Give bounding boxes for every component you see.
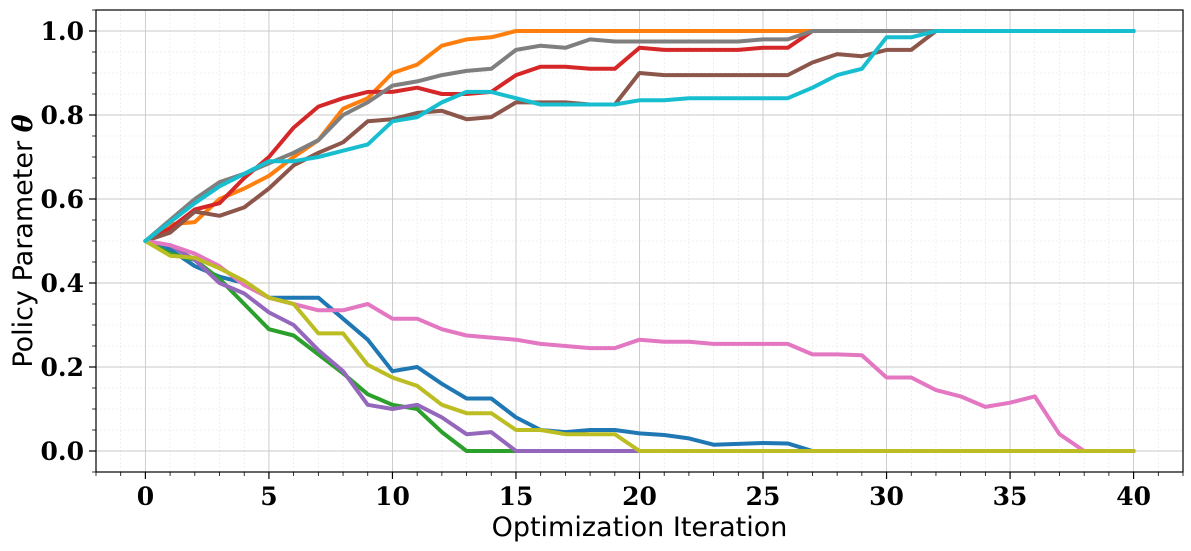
series-line-7: [143, 239, 1136, 453]
axis-ticks: 0 5 10 15 20 25 30 35 40 0.0 0.2 0.4 0.6 0.8 1.0: [41, 9, 1184, 511]
y-tick-label: 0.0: [41, 437, 85, 466]
series-line-10: [143, 29, 1136, 243]
y-tick-label: 0.2: [41, 353, 85, 382]
x-tick-label: 0: [137, 482, 154, 511]
x-axis-label: Optimization Iteration: [492, 512, 788, 543]
y-axis-label: Policy Parameter θ: [8, 114, 39, 367]
x-tick-label: 30: [869, 482, 904, 511]
y-tick-label: 0.6: [41, 185, 85, 214]
series-line-9: [143, 239, 1136, 453]
y-tick-label: 1.0: [41, 17, 85, 46]
y-tick-label: 0.8: [41, 101, 85, 130]
x-tick-label: 20: [622, 482, 657, 511]
grid: [95, 9, 1184, 473]
x-tick-label: 15: [499, 482, 534, 511]
x-tick-label: 10: [375, 482, 410, 511]
y-tick-label: 0.4: [41, 269, 85, 298]
y-axis-label-text: Policy Parameter: [8, 132, 39, 367]
x-tick-label: 5: [260, 482, 277, 511]
y-axis-label-symbol: θ: [8, 114, 39, 132]
series-lines: [143, 29, 1136, 453]
x-tick-label: 35: [993, 482, 1028, 511]
x-tick-label: 40: [1116, 482, 1151, 511]
x-tick-label: 25: [746, 482, 781, 511]
